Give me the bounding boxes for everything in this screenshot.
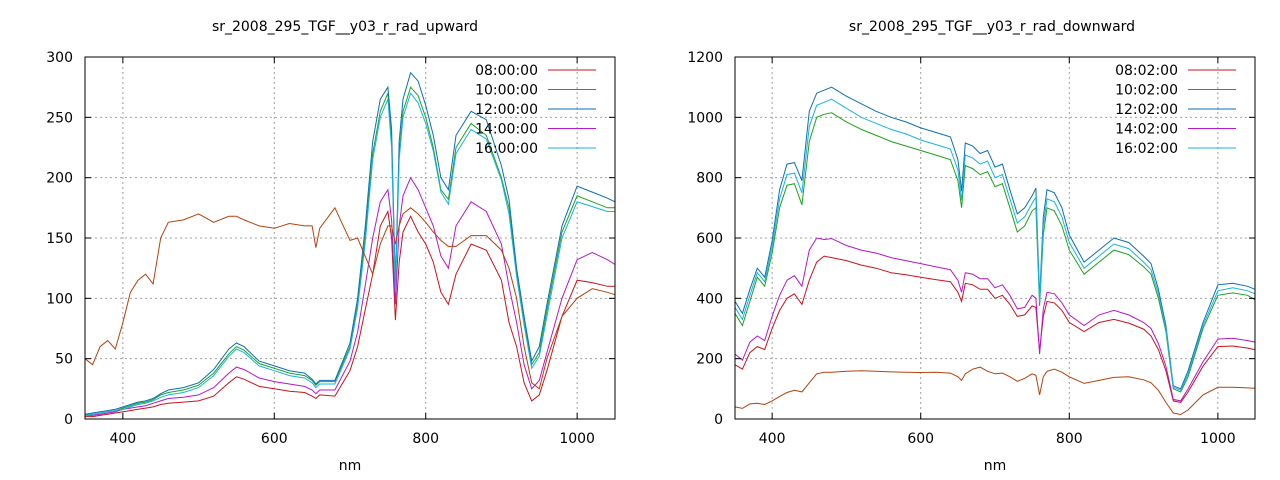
legend-label: 12:00:00 [475,102,538,118]
y-tick-label: 600 [696,231,723,247]
series-line-14:00:00 [85,176,616,416]
series-line-10:02:00 [734,112,1256,393]
series-line-16:02:00 [734,98,1256,391]
series-line-12:02:00 [734,86,1256,390]
series-line-series-5 [84,206,616,390]
legend-label: 12:02:00 [1115,102,1178,118]
legend-label: 14:02:00 [1115,122,1178,138]
legend-label: 14:00:00 [475,122,538,138]
y-tick-label: 0 [64,412,73,428]
series-line-08:02:00 [734,255,1256,403]
chart-downward: 400 600 800 1000 0 200 400 600 800 1000 1200 sr_200… [687,19,1256,474]
x-tick-label: 800 [1056,431,1083,447]
x-tick-label: 400 [109,431,136,447]
chart-title: sr_2008_295_TGF__y03_r_rad_downward [849,19,1135,35]
legend-label: 16:00:00 [475,141,538,157]
chart-title: sr_2008_295_TGF__y03_r_rad_upward [212,19,478,35]
x-tick-label: 1000 [1200,431,1236,447]
x-tick-label: 800 [412,431,439,447]
x-axis-label: nm [984,458,1007,474]
y-tick-label: 250 [46,110,73,126]
y-tick-label: 300 [46,50,73,66]
y-tick-label: 200 [696,352,723,368]
legend-label: 08:02:00 [1115,63,1178,79]
y-tick-label: 150 [46,231,73,247]
legend-label: 16:02:00 [1115,141,1178,157]
x-tick-label: 600 [261,431,288,447]
x-tick-label: 1000 [559,431,595,447]
y-tick-label: 1200 [687,50,723,66]
y-tick-label: 1000 [687,110,723,126]
legend-label: 10:02:00 [1115,83,1178,99]
y-tick-label: 50 [55,352,73,368]
y-tick-label: 200 [46,171,73,187]
series-line-series-5 [734,366,1256,416]
series-line-14:02:00 [734,237,1256,402]
x-tick-label: 400 [759,431,786,447]
y-tick-label: 800 [696,171,723,187]
series-line-16:00:00 [84,92,615,416]
legend-label: 08:00:00 [475,63,538,79]
y-tick-label: 400 [696,291,723,307]
chart-upward: 400 600 800 1000 0 50 100 150 200 250 300 sr_2008_2… [46,19,616,474]
series-line-12:00:00 [84,71,616,415]
x-tick-label: 600 [907,431,934,447]
x-axis-label: nm [339,458,362,474]
legend-label: 10:00:00 [475,83,538,99]
y-tick-label: 0 [714,412,723,428]
series-line-08:00:00 [85,209,615,418]
y-tick-label: 100 [46,291,73,307]
